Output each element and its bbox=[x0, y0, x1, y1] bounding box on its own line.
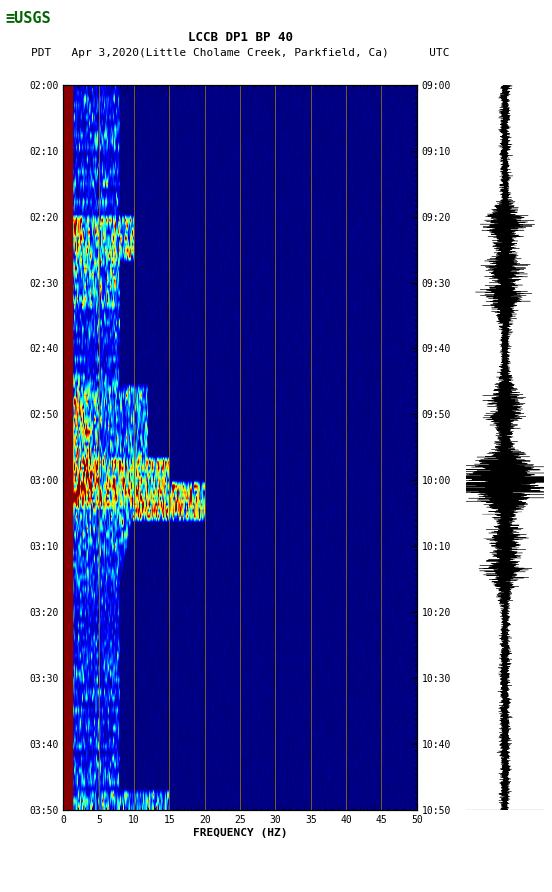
Text: PDT   Apr 3,2020(Little Cholame Creek, Parkfield, Ca)      UTC: PDT Apr 3,2020(Little Cholame Creek, Par… bbox=[31, 48, 449, 58]
Text: ≡USGS: ≡USGS bbox=[6, 11, 51, 26]
Bar bbox=[63, 85, 72, 810]
Text: LCCB DP1 BP 40: LCCB DP1 BP 40 bbox=[188, 31, 293, 45]
X-axis label: FREQUENCY (HZ): FREQUENCY (HZ) bbox=[193, 828, 288, 838]
